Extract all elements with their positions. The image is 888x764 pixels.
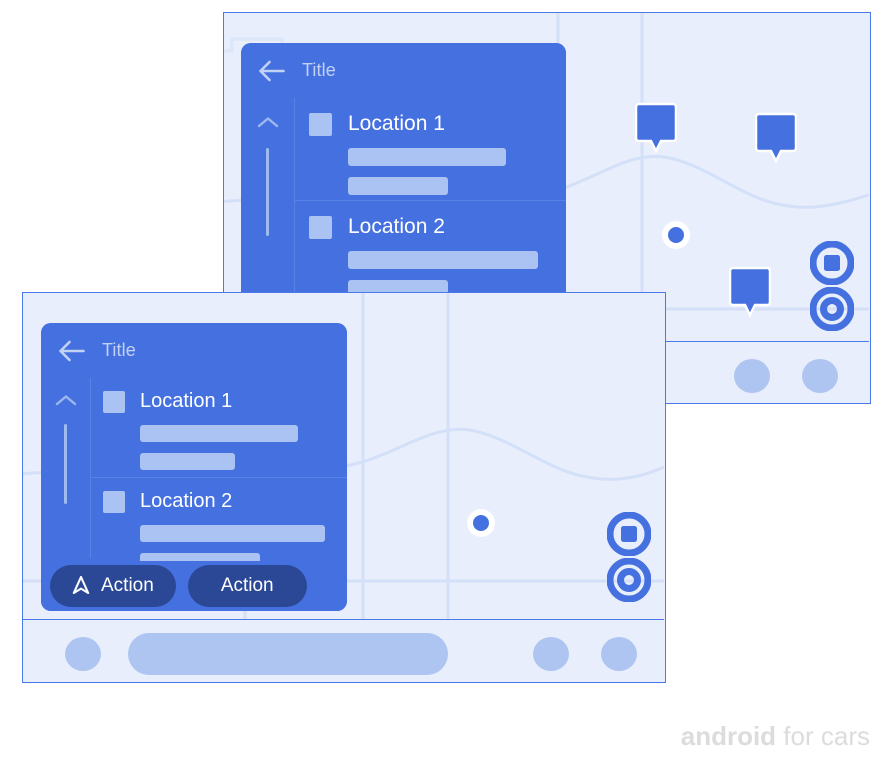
list-item-detail-bar-1 (348, 251, 538, 269)
list-scrollbar-front[interactable] (41, 378, 91, 558)
brand-name: android (680, 721, 777, 751)
panel-body-front: Location 1 Location 2 (41, 378, 347, 570)
list-item-title: Location 2 (140, 490, 233, 512)
window-location-list-with-actions[interactable]: Title Location 1 (22, 292, 666, 683)
chevron-up-icon[interactable] (257, 116, 279, 128)
sysbar-dot-right-2[interactable] (802, 359, 838, 393)
location-thumbnail (309, 215, 332, 239)
list-item-header: Location 2 (309, 215, 566, 239)
list-item[interactable]: Location 1 (91, 378, 347, 478)
brand-suffix: for cars (776, 721, 870, 751)
list-item-title: Location 1 (140, 390, 233, 412)
location-list-front[interactable]: Location 1 Location 2 (91, 378, 347, 570)
sysbar-dot-right-1[interactable] (734, 359, 770, 393)
circle-ring-icon (606, 557, 652, 603)
location-thumbnail (309, 112, 332, 136)
map-control-stop-button[interactable] (606, 511, 652, 561)
current-location-dot (465, 507, 497, 544)
list-item-detail-bar-2 (348, 177, 448, 195)
system-bar-front (23, 619, 664, 682)
list-item-header: Location 1 (103, 390, 347, 413)
panel-title-back: Title (302, 60, 336, 80)
sysbar-search-pill[interactable] (128, 633, 448, 675)
map-control-record-button[interactable] (606, 557, 652, 607)
list-item-header: Location 1 (309, 112, 566, 136)
list-item-title: Location 2 (348, 215, 445, 238)
sysbar-dot-left[interactable] (65, 637, 101, 671)
current-location-dot (660, 219, 692, 256)
back-arrow-icon[interactable] (58, 340, 85, 362)
map-control-stop-button[interactable] (809, 240, 855, 290)
list-item-title: Location 1 (348, 112, 445, 135)
list-item-detail-bar-1 (348, 148, 506, 166)
panel-header-back: Title (241, 43, 566, 98)
list-item-header: Location 2 (103, 490, 347, 513)
back-arrow-icon[interactable] (258, 60, 285, 82)
location-thumbnail (103, 490, 125, 513)
action-button-label: Action (220, 575, 274, 596)
circle-ring-icon (809, 286, 855, 332)
navigation-arrow-icon (72, 575, 90, 598)
panel-header-front: Title (41, 323, 347, 378)
brand-wordmark: android for cars (681, 721, 870, 752)
action-button-label: Action (101, 575, 154, 596)
action-button-navigate[interactable]: Action (50, 565, 176, 607)
map-control-record-button[interactable] (809, 286, 855, 336)
list-item[interactable]: Location 2 (295, 201, 566, 304)
map-pin-1[interactable] (634, 102, 678, 159)
current-location-icon (467, 509, 495, 537)
list-item-detail-bar-1 (140, 425, 298, 442)
scrollbar-thumb[interactable] (64, 424, 67, 504)
location-thumbnail (103, 390, 125, 413)
list-item-detail-bar-2 (140, 453, 235, 470)
current-location-icon (662, 221, 690, 249)
list-item[interactable]: Location 1 (295, 98, 566, 201)
action-button-secondary[interactable]: Action (187, 565, 307, 607)
map-pin-2[interactable] (754, 112, 798, 169)
location-panel-front: Title Location 1 (41, 323, 347, 611)
sysbar-dot-right-1[interactable] (533, 637, 569, 671)
action-bar-front: Action Action (41, 561, 347, 611)
chevron-up-icon[interactable] (55, 394, 77, 406)
map-pin-3[interactable] (728, 266, 772, 323)
circle-square-icon (809, 240, 855, 286)
scrollbar-thumb[interactable] (266, 148, 269, 236)
map-pin-icon (728, 266, 772, 318)
list-item-detail-bar-1 (140, 525, 325, 542)
circle-square-icon (606, 511, 652, 557)
map-pin-icon (634, 102, 678, 154)
map-pin-icon (754, 112, 798, 164)
window-content-front: Title Location 1 (23, 293, 665, 682)
sysbar-dot-right-2[interactable] (601, 637, 637, 671)
panel-title-front: Title (102, 340, 136, 360)
